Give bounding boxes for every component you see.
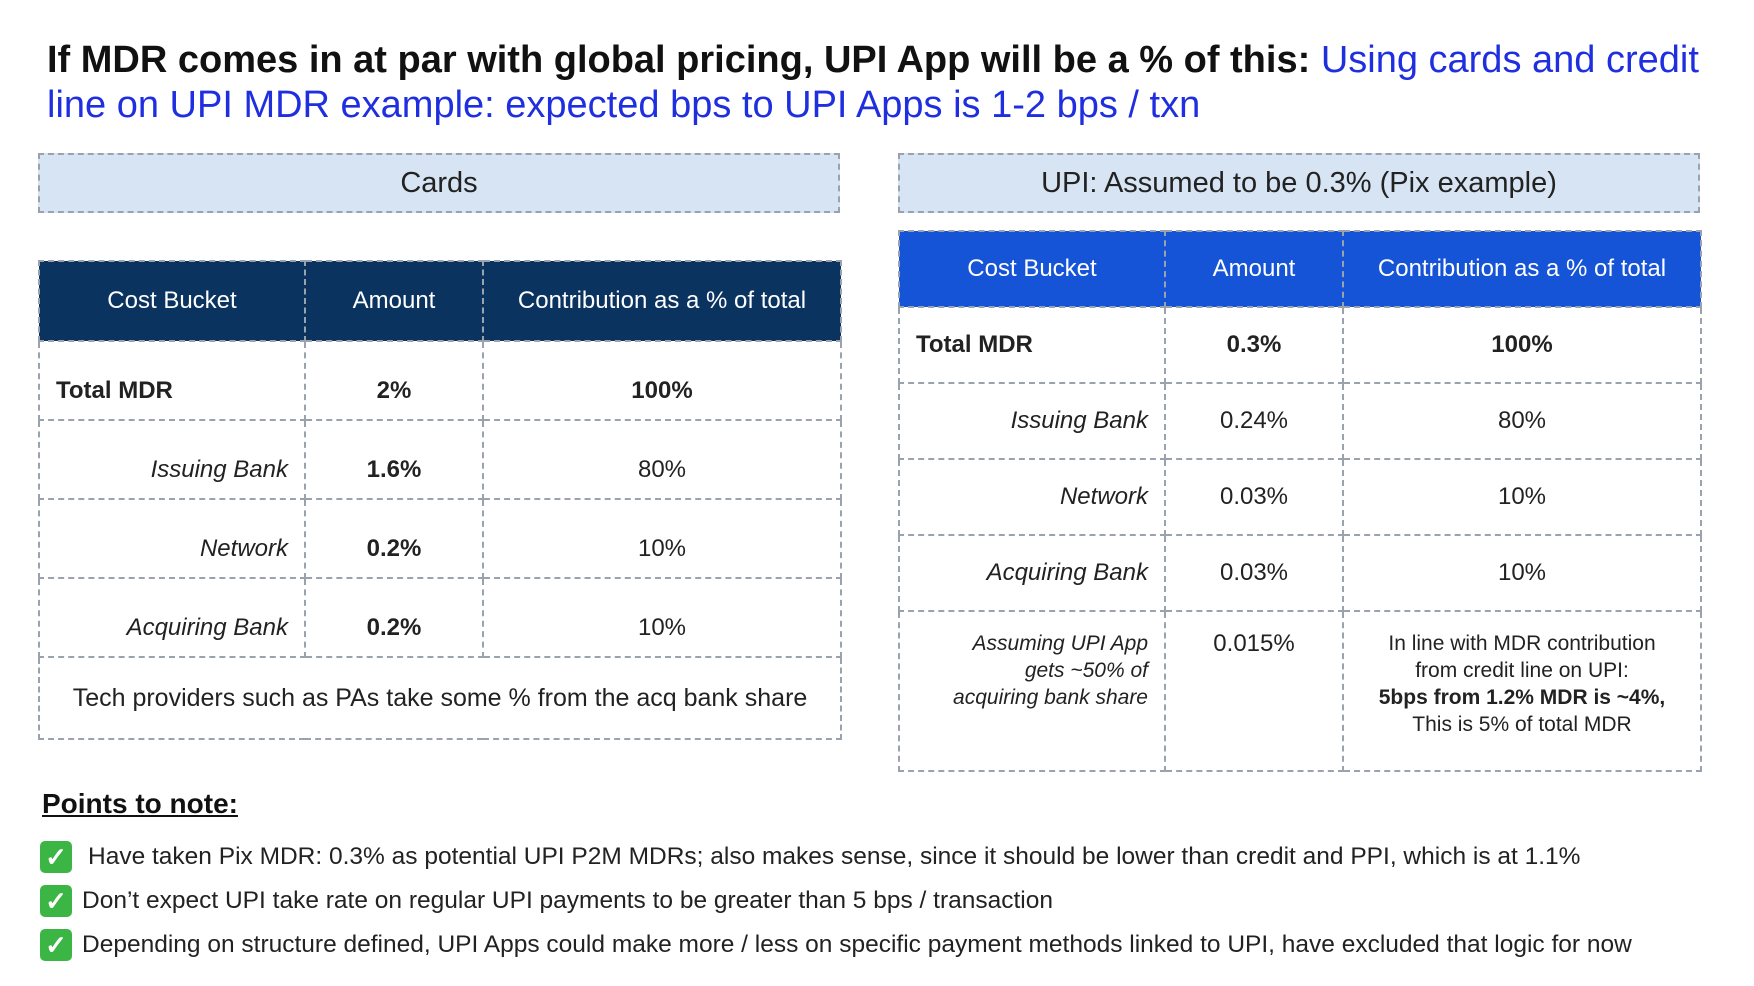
cards-footer-note: Tech providers such as PAs take some % f… [38,656,842,740]
cost-bucket-cell: Issuing Bank [38,419,306,500]
upi-table: Cost Bucket Amount Contribution as a % o… [898,230,1702,772]
table-row: Assuming UPI App gets ~50% of acquiring … [898,610,1702,772]
note-line: In line with MDR contribution [1388,632,1656,655]
amount-cell: 1.6% [304,419,484,500]
amount-cell: 0.2% [304,498,484,579]
column-header: Amount [1164,230,1344,308]
check-icon: ✓ [40,841,72,873]
check-icon: ✓ [40,885,72,917]
amount-cell: 0.2% [304,577,484,658]
contribution-cell: 80% [1342,382,1702,460]
cost-bucket-cell: Assuming UPI App gets ~50% of acquiring … [898,610,1166,772]
list-item: ✓ Have taken Pix MDR: 0.3% as potential … [40,841,1580,873]
table-row: Issuing Bank 0.24% 80% [898,382,1702,460]
column-header: Contribution as a % of total [482,260,842,342]
column-header: Cost Bucket [898,230,1166,308]
cost-bucket-cell: Total MDR [38,340,306,421]
point-text: Have taken Pix MDR: 0.3% as potential UP… [88,843,1581,870]
contribution-note-cell: In line with MDR contribution from credi… [1342,610,1702,772]
table-row: Total MDR 2% 100% [38,340,842,421]
amount-cell: 0.03% [1164,534,1344,612]
contribution-cell: 10% [482,498,842,579]
cards-heading: Cards [38,153,840,213]
table-header-row: Cost Bucket Amount Contribution as a % o… [38,260,842,342]
amount-cell: 0.24% [1164,382,1344,460]
cost-bucket-cell: Acquiring Bank [38,577,306,658]
points-title: Points to note: [42,788,238,819]
upi-heading-label: UPI: Assumed to be 0.3% (Pix example) [1041,166,1557,199]
table-row: Total MDR 0.3% 100% [898,306,1702,384]
bucket-line: acquiring bank share [953,686,1148,709]
table-row: Acquiring Bank 0.03% 10% [898,534,1702,612]
title-subtitle: Using cards and credit line on UPI MDR e… [47,39,1699,126]
table-row: Issuing Bank 1.6% 80% [38,419,842,500]
column-header: Amount [304,260,484,342]
contribution-cell: 100% [1342,306,1702,384]
list-item: ✓ Don’t expect UPI take rate on regular … [40,885,1053,917]
check-icon: ✓ [40,929,72,961]
list-item: ✓ Depending on structure defined, UPI Ap… [40,929,1632,961]
contribution-cell: 10% [482,577,842,658]
upi-heading: UPI: Assumed to be 0.3% (Pix example) [898,153,1700,213]
cost-bucket-cell: Network [38,498,306,579]
amount-cell: 0.03% [1164,458,1344,536]
table-footer-row: Tech providers such as PAs take some % f… [38,656,842,740]
contribution-cell: 10% [1342,458,1702,536]
bucket-line: gets ~50% of [1024,659,1148,682]
title-bold: If MDR comes in at par with global prici… [47,39,1311,81]
cost-bucket-cell: Network [898,458,1166,536]
table-row: Network 0.03% 10% [898,458,1702,536]
amount-cell: 2% [304,340,484,421]
table-header-row: Cost Bucket Amount Contribution as a % o… [898,230,1702,308]
table-row: Acquiring Bank 0.2% 10% [38,577,842,658]
amount-cell: 0.3% [1164,306,1344,384]
cost-bucket-cell: Issuing Bank [898,382,1166,460]
bucket-line: Assuming UPI App [972,632,1148,655]
column-header: Cost Bucket [38,260,306,342]
note-line: from credit line on UPI: [1415,659,1629,682]
contribution-cell: 80% [482,419,842,500]
contribution-cell: 10% [1342,534,1702,612]
amount-cell: 0.015% [1164,610,1344,772]
cards-heading-label: Cards [400,166,478,199]
note-bold-line: 5bps from 1.2% MDR is ~4%, [1378,686,1666,709]
contribution-cell: 100% [482,340,842,421]
point-text: Don’t expect UPI take rate on regular UP… [82,887,1054,914]
cost-bucket-cell: Total MDR [898,306,1166,384]
cards-table: Cost Bucket Amount Contribution as a % o… [38,260,842,740]
page-title: If MDR comes in at par with global prici… [47,38,1707,128]
table-row: Network 0.2% 10% [38,498,842,579]
note-line: This is 5% of total MDR [1412,713,1632,736]
cost-bucket-cell: Acquiring Bank [898,534,1166,612]
point-text: Depending on structure defined, UPI Apps… [82,931,1632,958]
column-header: Contribution as a % of total [1342,230,1702,308]
